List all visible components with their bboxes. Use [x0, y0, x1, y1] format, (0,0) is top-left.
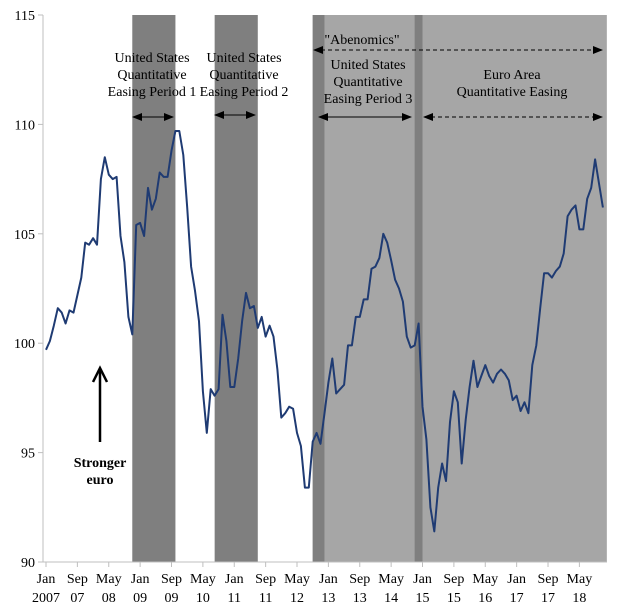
qe1-line2: Quantitative	[117, 68, 186, 83]
x-tick-label: May	[284, 572, 310, 587]
annotation-stronger-euro: Stronger euro	[74, 365, 127, 488]
qe3-line3: Easing Period 3	[324, 92, 413, 107]
x-tick-label-year: 13	[353, 591, 367, 606]
abenomics-label: "Abenomics"	[324, 33, 399, 48]
stronger-euro-line1: Stronger	[74, 456, 127, 471]
shaded-period	[312, 15, 607, 562]
y-tick-label: 110	[15, 118, 35, 133]
x-tick-label-year: 07	[70, 591, 84, 606]
x-tick-label-year: 2007	[32, 591, 60, 606]
x-tick-label: May	[567, 572, 593, 587]
x-tick-label: Sep	[255, 572, 276, 587]
qe1-line1: United States	[114, 51, 189, 66]
shaded-period	[132, 15, 176, 562]
qe2-line3: Easing Period 2	[200, 85, 289, 100]
shaded-periods	[132, 15, 607, 562]
x-tick-label-year: 17	[541, 591, 555, 606]
x-tick-label: Sep	[67, 572, 88, 587]
x-tick-label-year: 11	[228, 591, 241, 606]
x-tick-label: Sep	[443, 572, 464, 587]
annotation-abenomics: "Abenomics"	[313, 33, 603, 54]
x-tick-label: Sep	[161, 572, 182, 587]
x-tick-label: Jan	[131, 572, 150, 587]
annotation-qe3: United States Quantitative Easing Period…	[318, 58, 413, 121]
y-tick-label: 105	[14, 228, 35, 243]
x-tick-label: Jan	[37, 572, 56, 587]
qe1-line3: Easing Period 1	[108, 85, 197, 100]
annotation-qe2: United States Quantitative Easing Period…	[200, 51, 289, 119]
x-tick-label-year: 15	[447, 591, 461, 606]
x-tick-label-year: 18	[572, 591, 586, 606]
x-tick-label-year: 11	[259, 591, 272, 606]
stronger-euro-line2: euro	[87, 473, 114, 488]
x-tick-label: Sep	[349, 572, 370, 587]
up-arrow-icon	[91, 365, 109, 383]
shaded-period	[414, 15, 423, 562]
x-tick-label-year: 14	[384, 591, 398, 606]
qe3-line1: United States	[330, 58, 405, 73]
y-tick-label: 100	[14, 337, 35, 352]
qe2-line2: Quantitative	[209, 68, 278, 83]
y-tick-label: 90	[21, 556, 35, 571]
exchange-rate-line	[45, 130, 604, 533]
x-tick-label-year: 15	[416, 591, 430, 606]
x-tick-label: May	[472, 572, 498, 587]
x-tick-label-year: 16	[478, 591, 492, 606]
y-tick-label: 115	[15, 9, 35, 24]
x-tick-label: Jan	[319, 572, 338, 587]
x-tick-label: Jan	[413, 572, 432, 587]
x-tick-label: Jan	[225, 572, 244, 587]
y-tick-label: 95	[21, 447, 35, 462]
shaded-period	[214, 15, 258, 562]
euro-qe-line1: Euro Area	[483, 68, 541, 83]
annotation-qe1: United States Quantitative Easing Period…	[108, 51, 197, 121]
x-tick-label: May	[96, 572, 122, 587]
x-tick-label-year: 17	[510, 591, 524, 606]
shaded-period	[312, 15, 325, 562]
x-tick-label: May	[378, 572, 404, 587]
x-tick-label-year: 12	[290, 591, 304, 606]
x-tick-label-year: 10	[196, 591, 210, 606]
series	[45, 130, 604, 533]
qe2-line1: United States	[206, 51, 281, 66]
x-tick-label-year: 09	[133, 591, 147, 606]
annotation-euro-qe: Euro Area Quantitative Easing	[423, 68, 603, 121]
x-tick-label-year: 09	[165, 591, 179, 606]
x-tick-label-year: 08	[102, 591, 116, 606]
x-tick-label: Sep	[538, 572, 559, 587]
euro-qe-line2: Quantitative Easing	[457, 85, 568, 100]
x-tick-label: Jan	[507, 572, 526, 587]
qe3-line2: Quantitative	[333, 75, 402, 90]
axes: 90 95 100 105 110 115 Jan 2007 Sep 07 May 08 Jan 09 Se…	[14, 9, 607, 606]
x-tick-label-year: 13	[321, 591, 335, 606]
x-tick-label: May	[190, 572, 216, 587]
